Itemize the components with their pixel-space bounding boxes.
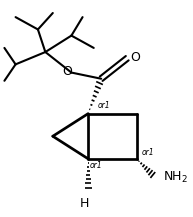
Text: or1: or1 [90, 161, 103, 170]
Text: O: O [62, 65, 72, 78]
Text: O: O [131, 51, 141, 64]
Text: H: H [80, 197, 89, 210]
Text: or1: or1 [142, 148, 155, 157]
Text: NH$_2$: NH$_2$ [163, 170, 188, 185]
Text: or1: or1 [97, 100, 110, 110]
